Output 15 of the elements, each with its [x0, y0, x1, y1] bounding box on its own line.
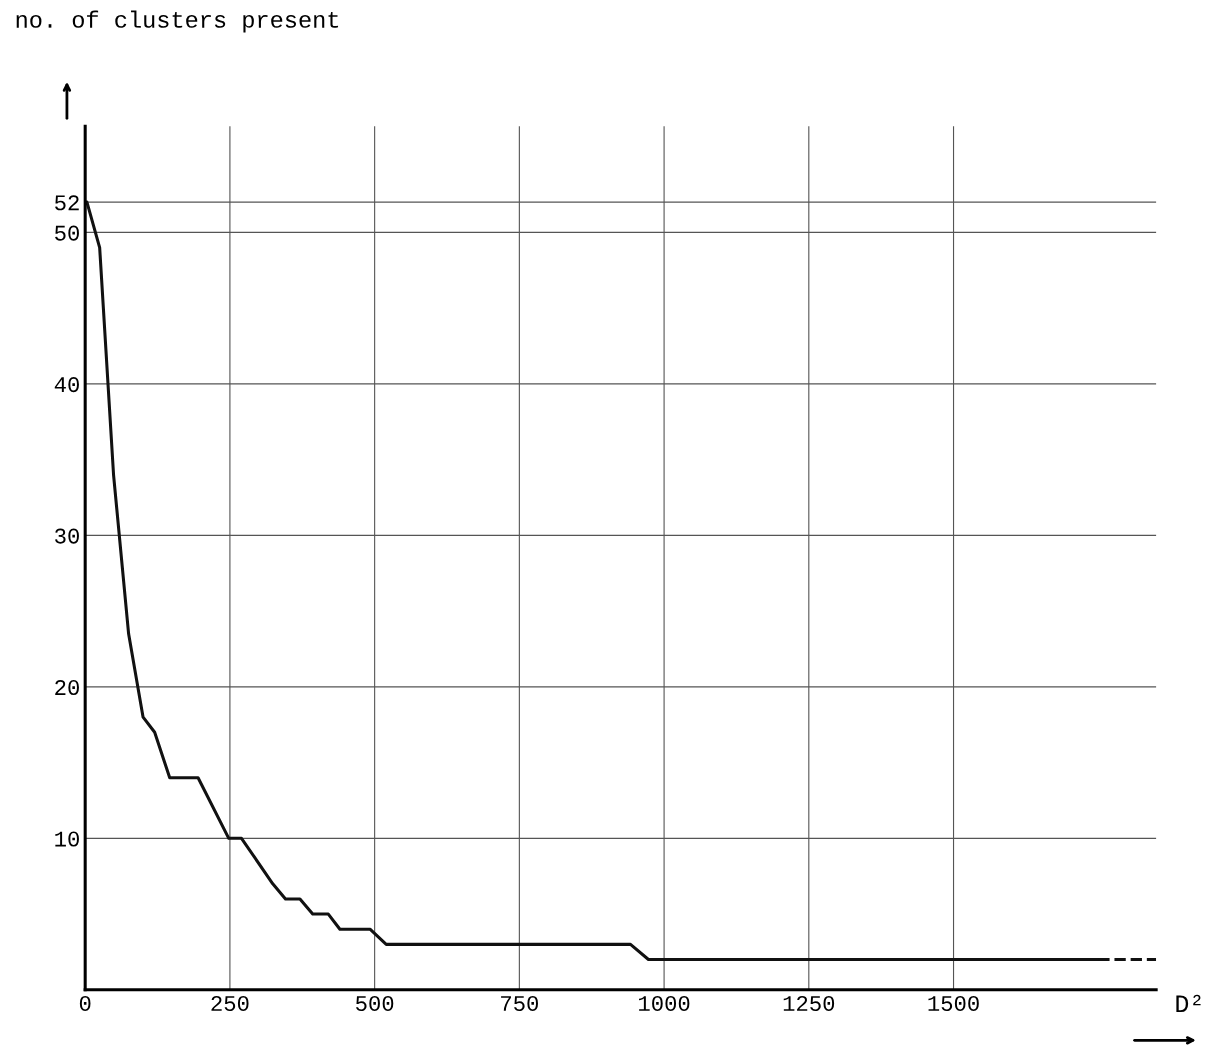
x-tick-label: 1250 — [783, 995, 835, 1011]
y-tick-label: 30 — [55, 528, 79, 544]
x-tick-label: 750 — [501, 995, 538, 1011]
y-tick-label: 10 — [55, 831, 79, 847]
y-axis-title: no. of clusters present — [16, 10, 339, 33]
y-tick-label: 50 — [55, 225, 79, 241]
y-tick-label: 52 — [55, 195, 79, 211]
x-tick-label: 1000 — [639, 995, 690, 1011]
x-tick-label: 500 — [356, 995, 394, 1011]
x-tick-label: 0 — [79, 995, 91, 1011]
x-tick-label: 1500 — [928, 995, 979, 1011]
x-axis-title: D² — [1176, 994, 1201, 1013]
x-tick-label: 250 — [211, 995, 249, 1011]
y-tick-label: 20 — [55, 680, 79, 696]
y-tick-label: 40 — [54, 377, 79, 393]
